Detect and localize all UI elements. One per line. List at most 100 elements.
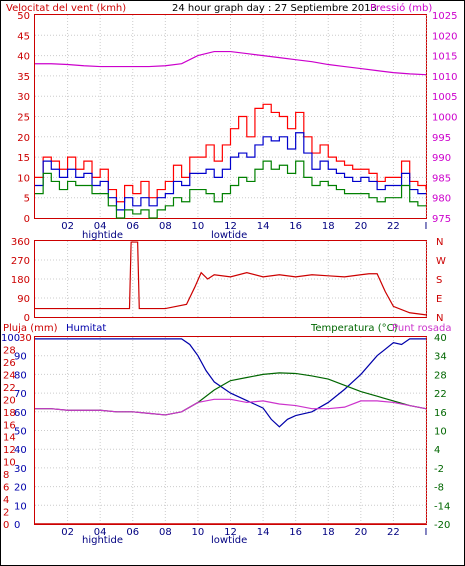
pressure-tick-label: 995 (432, 133, 451, 144)
wind-tick-label: 25 (17, 113, 30, 124)
direction-tick-label: 90 (17, 294, 30, 305)
pressure-tick-label: 990 (432, 153, 451, 164)
rain-tick-label: 16 (3, 420, 16, 431)
humidity-tick-label: 40 (14, 445, 27, 456)
rain-tick-label: 20 (3, 395, 16, 406)
pressure-tick-label: 980 (432, 194, 451, 205)
x-tick-label-bottom: I (425, 527, 428, 538)
temperature-tick-label: -14 (434, 501, 450, 512)
direction-panel-series (35, 241, 427, 316)
x-tick-label-bottom: 08 (159, 527, 172, 538)
rain-tick-label: 22 (3, 383, 16, 394)
chart-title: 24 hour graph day : 27 Septiembre 2013 (172, 3, 377, 14)
direction-panel-grid (35, 241, 427, 317)
series-humidity (35, 338, 426, 428)
temperature-tick-label: 16 (434, 408, 447, 419)
rain-tick-label: 8 (3, 470, 9, 481)
temperature-tick-label: 28 (434, 370, 447, 381)
direction-y-axis: 0 90 180 270 360 (11, 237, 30, 324)
series-dew_point (35, 398, 427, 416)
humidity-rain-y-axis: 0102030405060708090024681012141618202224… (1, 333, 32, 531)
compass-tick-label: W (436, 256, 446, 267)
dew-point-axis-title: Punt rosada (392, 323, 451, 334)
wind-tick-label: 40 (17, 52, 30, 63)
compass-tick-label: N (436, 313, 443, 324)
lowtide-label-bottom: lowtide (211, 535, 247, 546)
humidity-tick-label-top: 100 (1, 333, 20, 344)
temp-x-axis: 02 04 06 08 10 12 14 16 18 20 22 I (61, 527, 427, 538)
pressure-tick-label: 985 (432, 173, 451, 184)
pressure-tick-label: 975 (432, 214, 451, 225)
direction-tick-label: 0 (24, 313, 30, 324)
pressure-tick-label: 1010 (432, 72, 457, 83)
rain-tick-label: 18 (3, 408, 16, 419)
x-tick-label: 06 (126, 221, 139, 232)
humidity-tick-label: 10 (14, 501, 27, 512)
rain-tick-label: 14 (3, 433, 16, 444)
lowtide-label: lowtide (211, 230, 247, 241)
temperature-tick-label: 10 (434, 427, 447, 438)
direction-tick-label: 360 (11, 237, 30, 248)
pressure-tick-label: 1005 (432, 92, 457, 103)
x-tick-label-bottom: 18 (322, 527, 335, 538)
pressure-tick-label: 1025 (432, 11, 457, 22)
rain-tick-label: 12 (3, 445, 16, 456)
x-tick-label-bottom: 16 (289, 527, 302, 538)
x-tick-label: 02 (61, 221, 74, 232)
x-tick-label-bottom: 02 (61, 527, 74, 538)
pressure-axis-title: Pressió (mb) (370, 2, 432, 14)
compass-tick-label: S (436, 275, 442, 286)
x-tick-label: 22 (387, 221, 400, 232)
x-tick-label: 16 (289, 221, 302, 232)
rain-axis-title: Pluja (mm) (3, 323, 58, 334)
humidity-tick-label: 60 (14, 408, 27, 419)
wind-tick-label: 5 (24, 194, 30, 205)
rain-tick-label: 4 (3, 495, 9, 506)
temp-panel-series (35, 338, 427, 525)
hightide-label-bottom: hightide (82, 535, 123, 546)
x-tick-label: I (425, 221, 428, 232)
wind-tick-label: 15 (17, 153, 30, 164)
humidity-tick-label: 30 (14, 464, 27, 475)
series-gust (35, 103, 427, 203)
temperature-tick-label: 22 (434, 389, 447, 400)
x-tick-label-bottom: 22 (387, 527, 400, 538)
temperature-y-axis: -20 -14 -8 -2 4 10 16 22 28 34 40 (434, 333, 450, 531)
x-tick-label: 12 (224, 221, 237, 232)
temperature-tick-label: 4 (434, 445, 440, 456)
x-tick-label-bottom: 12 (224, 527, 237, 538)
x-tick-label-bottom: 14 (257, 527, 270, 538)
humidity-axis-title: Humitat (66, 323, 106, 334)
wind-tick-label: 0 (24, 214, 30, 225)
pressure-tick-label: 1020 (432, 31, 457, 42)
rain-tick-label: 26 (3, 358, 16, 369)
x-tick-label: 14 (257, 221, 270, 232)
rain-tick-label: 6 (3, 483, 9, 494)
humidity-tick-label: 90 (14, 352, 27, 363)
humidity-tick-label: 20 (14, 483, 27, 494)
direction-tick-label: 180 (11, 275, 30, 286)
temperature-axis-title: Temperatura (°C) (310, 323, 398, 334)
series-pressure (35, 50, 427, 76)
rain-tick-label: 0 (3, 520, 9, 531)
wind-tick-label: 10 (17, 173, 30, 184)
temperature-tick-label: -2 (434, 464, 444, 475)
pressure-y-axis: 975 980 985 990 995 1000 1005 1010 1015 1020 1025 (432, 11, 457, 225)
temperature-tick-label: -8 (434, 483, 444, 494)
rain-tick-label: 28 (3, 345, 16, 356)
wind-panel-series (35, 50, 427, 219)
rain-tick-label: 10 (3, 458, 16, 469)
humidity-tick-label: 50 (14, 427, 27, 438)
x-tick-label-bottom: 04 (94, 527, 107, 538)
direction-tick-label: 270 (11, 256, 30, 267)
wind-tick-label: 50 (17, 11, 30, 22)
pressure-tick-label: 1015 (432, 52, 457, 63)
hightide-label: hightide (82, 230, 123, 241)
temperature-tick-label: 34 (434, 352, 447, 363)
x-tick-label: 04 (94, 221, 107, 232)
humidity-tick-label: 80 (14, 370, 27, 381)
series-average (35, 132, 426, 211)
